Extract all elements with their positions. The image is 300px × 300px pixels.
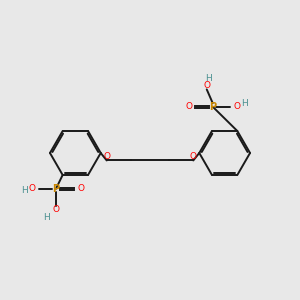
Text: H: H bbox=[21, 185, 28, 194]
Text: O: O bbox=[190, 152, 197, 161]
Text: H: H bbox=[205, 74, 211, 82]
Text: O: O bbox=[233, 102, 240, 111]
Text: P: P bbox=[52, 184, 59, 194]
Text: O: O bbox=[28, 184, 35, 193]
Text: O: O bbox=[185, 102, 192, 111]
Text: O: O bbox=[203, 81, 210, 90]
Text: P: P bbox=[209, 102, 216, 112]
Text: O: O bbox=[77, 184, 84, 193]
Text: O: O bbox=[52, 205, 59, 214]
Text: H: H bbox=[241, 99, 248, 108]
Text: O: O bbox=[103, 152, 110, 161]
Text: H: H bbox=[44, 213, 50, 222]
